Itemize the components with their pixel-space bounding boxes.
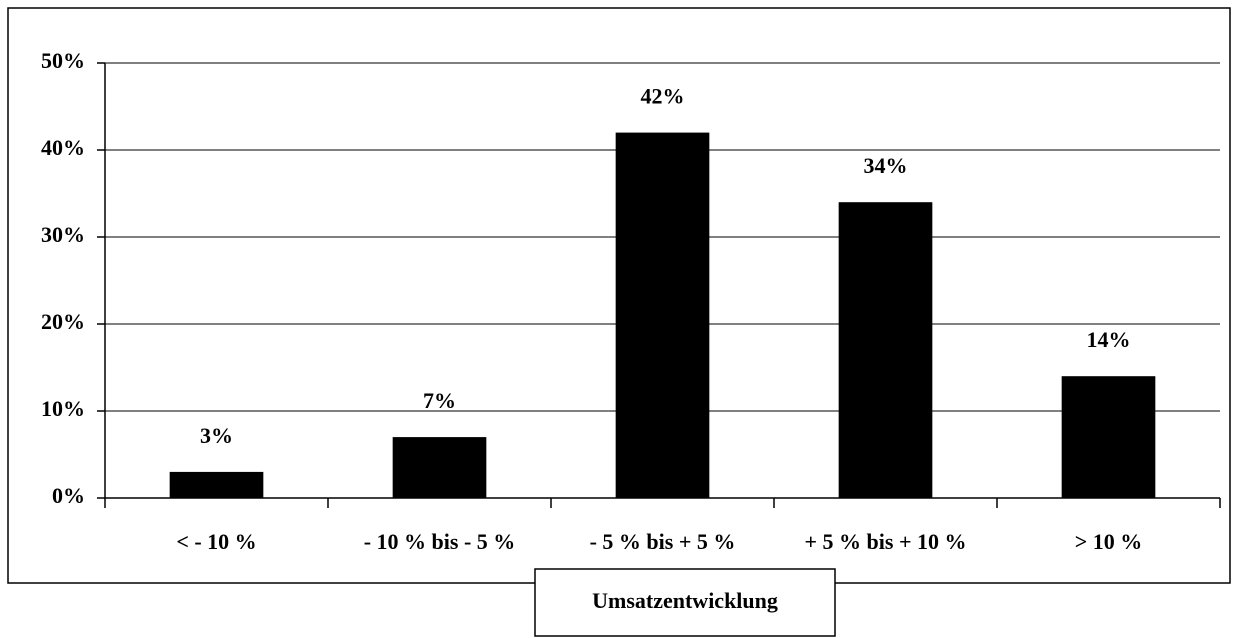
x-tick-label: < - 10 % [176, 529, 256, 554]
y-tick-label: 40% [41, 135, 85, 160]
y-tick-label: 30% [41, 222, 85, 247]
bar [615, 132, 710, 498]
x-tick-label: > 10 % [1075, 529, 1143, 554]
data-label: 42% [641, 84, 685, 109]
y-tick-label: 50% [41, 48, 85, 73]
y-tick-label: 10% [41, 396, 85, 421]
x-tick-label: + 5 % bis + 10 % [805, 529, 967, 554]
y-tick-label: 20% [41, 309, 85, 334]
x-tick-label: - 5 % bis + 5 % [590, 529, 736, 554]
bar [1061, 376, 1156, 498]
x-tick-label: - 10 % bis - 5 % [364, 529, 516, 554]
x-axis-label: Umsatzentwicklung [592, 588, 778, 613]
x-label-box [534, 568, 836, 637]
data-label: 3% [200, 423, 233, 448]
bar [838, 202, 933, 498]
data-label: 34% [864, 153, 908, 178]
bar [169, 471, 264, 498]
y-tick-label: 0% [52, 483, 85, 508]
bar [392, 437, 487, 498]
data-label: 14% [1087, 327, 1131, 352]
data-label: 7% [423, 388, 456, 413]
